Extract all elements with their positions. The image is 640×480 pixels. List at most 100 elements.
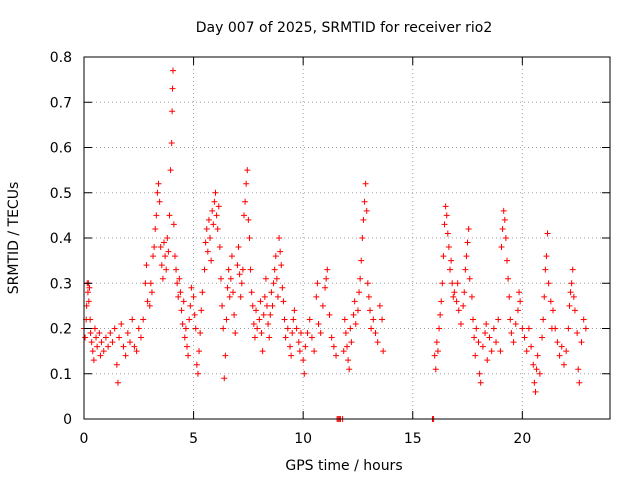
data-point bbox=[295, 339, 302, 346]
data-point bbox=[225, 266, 232, 273]
data-point bbox=[448, 257, 455, 264]
data-point bbox=[569, 266, 576, 273]
data-point bbox=[540, 316, 547, 323]
data-point bbox=[160, 239, 167, 246]
data-point bbox=[150, 253, 157, 260]
y-tick-label: 0.3 bbox=[50, 276, 72, 292]
y-tick-label: 0.4 bbox=[50, 231, 72, 247]
data-point bbox=[254, 325, 261, 332]
data-point bbox=[516, 289, 523, 296]
data-point bbox=[289, 330, 296, 337]
data-point bbox=[168, 139, 175, 146]
data-point bbox=[380, 348, 387, 355]
data-point bbox=[246, 235, 253, 241]
data-point bbox=[363, 207, 370, 214]
data-point bbox=[197, 330, 204, 337]
data-point bbox=[370, 316, 377, 323]
data-point bbox=[191, 311, 198, 318]
data-point bbox=[175, 293, 182, 300]
data-point bbox=[475, 339, 482, 346]
data-point bbox=[308, 334, 315, 341]
data-point bbox=[476, 370, 483, 377]
data-point bbox=[455, 307, 462, 314]
data-point bbox=[514, 307, 521, 314]
data-point bbox=[317, 330, 324, 337]
data-point bbox=[222, 352, 229, 359]
y-tick-label: 0.5 bbox=[50, 186, 72, 202]
data-series-srmtid bbox=[81, 67, 589, 422]
data-point bbox=[248, 289, 255, 296]
data-point bbox=[490, 325, 497, 332]
y-tick-label: 0.8 bbox=[50, 50, 72, 66]
data-point bbox=[488, 348, 495, 355]
data-point bbox=[94, 343, 101, 350]
data-point bbox=[234, 262, 241, 269]
data-point bbox=[162, 253, 169, 260]
data-point bbox=[348, 339, 355, 346]
data-point bbox=[453, 298, 460, 305]
data-point bbox=[271, 266, 278, 273]
data-point bbox=[142, 280, 149, 287]
data-point bbox=[376, 302, 383, 309]
y-tick-label: 0.2 bbox=[50, 322, 72, 338]
data-point bbox=[510, 339, 517, 346]
x-axis-label: GPS time / hours bbox=[285, 458, 402, 474]
data-point bbox=[439, 280, 446, 287]
data-point bbox=[262, 275, 269, 282]
data-point bbox=[179, 320, 186, 327]
data-point bbox=[169, 108, 176, 115]
data-point bbox=[156, 198, 163, 205]
data-point bbox=[454, 280, 461, 287]
data-point bbox=[205, 216, 212, 223]
data-point bbox=[93, 334, 100, 341]
data-point bbox=[352, 320, 359, 327]
data-point bbox=[302, 343, 309, 350]
data-point bbox=[82, 334, 89, 341]
data-point bbox=[340, 348, 347, 355]
data-point bbox=[466, 275, 473, 282]
data-point bbox=[542, 266, 549, 273]
data-point bbox=[444, 230, 451, 237]
data-point bbox=[198, 307, 205, 314]
x-tick-label: 10 bbox=[294, 431, 312, 447]
data-point bbox=[109, 339, 116, 346]
data-point bbox=[311, 348, 318, 355]
data-point bbox=[293, 325, 300, 332]
data-point bbox=[362, 180, 369, 187]
data-point bbox=[202, 239, 209, 246]
data-point bbox=[301, 370, 308, 377]
data-point bbox=[278, 262, 285, 269]
data-point bbox=[345, 357, 352, 364]
data-point bbox=[269, 302, 276, 309]
data-point bbox=[270, 280, 277, 287]
data-point bbox=[582, 325, 589, 332]
data-point bbox=[326, 311, 333, 318]
data-point bbox=[169, 85, 176, 92]
data-point bbox=[223, 316, 230, 323]
data-point bbox=[379, 316, 386, 323]
data-point bbox=[155, 180, 162, 187]
data-point bbox=[135, 325, 142, 332]
data-point bbox=[194, 370, 201, 377]
x-tick-label: 15 bbox=[404, 431, 422, 447]
data-point bbox=[330, 343, 337, 350]
data-point bbox=[357, 275, 364, 282]
data-point bbox=[575, 366, 582, 373]
chart-title: Day 007 of 2025, SRMTID for receiver rio… bbox=[196, 20, 493, 36]
data-point bbox=[239, 266, 246, 273]
data-point bbox=[236, 271, 243, 278]
data-point bbox=[127, 339, 134, 346]
data-point bbox=[111, 325, 118, 332]
data-point bbox=[226, 293, 233, 300]
data-point bbox=[219, 302, 226, 309]
data-point bbox=[354, 307, 361, 314]
data-point bbox=[146, 302, 153, 309]
data-point bbox=[242, 198, 249, 205]
data-point bbox=[266, 334, 273, 341]
data-point bbox=[447, 266, 454, 273]
data-point bbox=[260, 311, 267, 318]
data-point bbox=[568, 280, 575, 287]
data-point bbox=[550, 307, 557, 314]
data-point bbox=[167, 167, 174, 174]
y-tick-label: 0 bbox=[63, 412, 72, 428]
